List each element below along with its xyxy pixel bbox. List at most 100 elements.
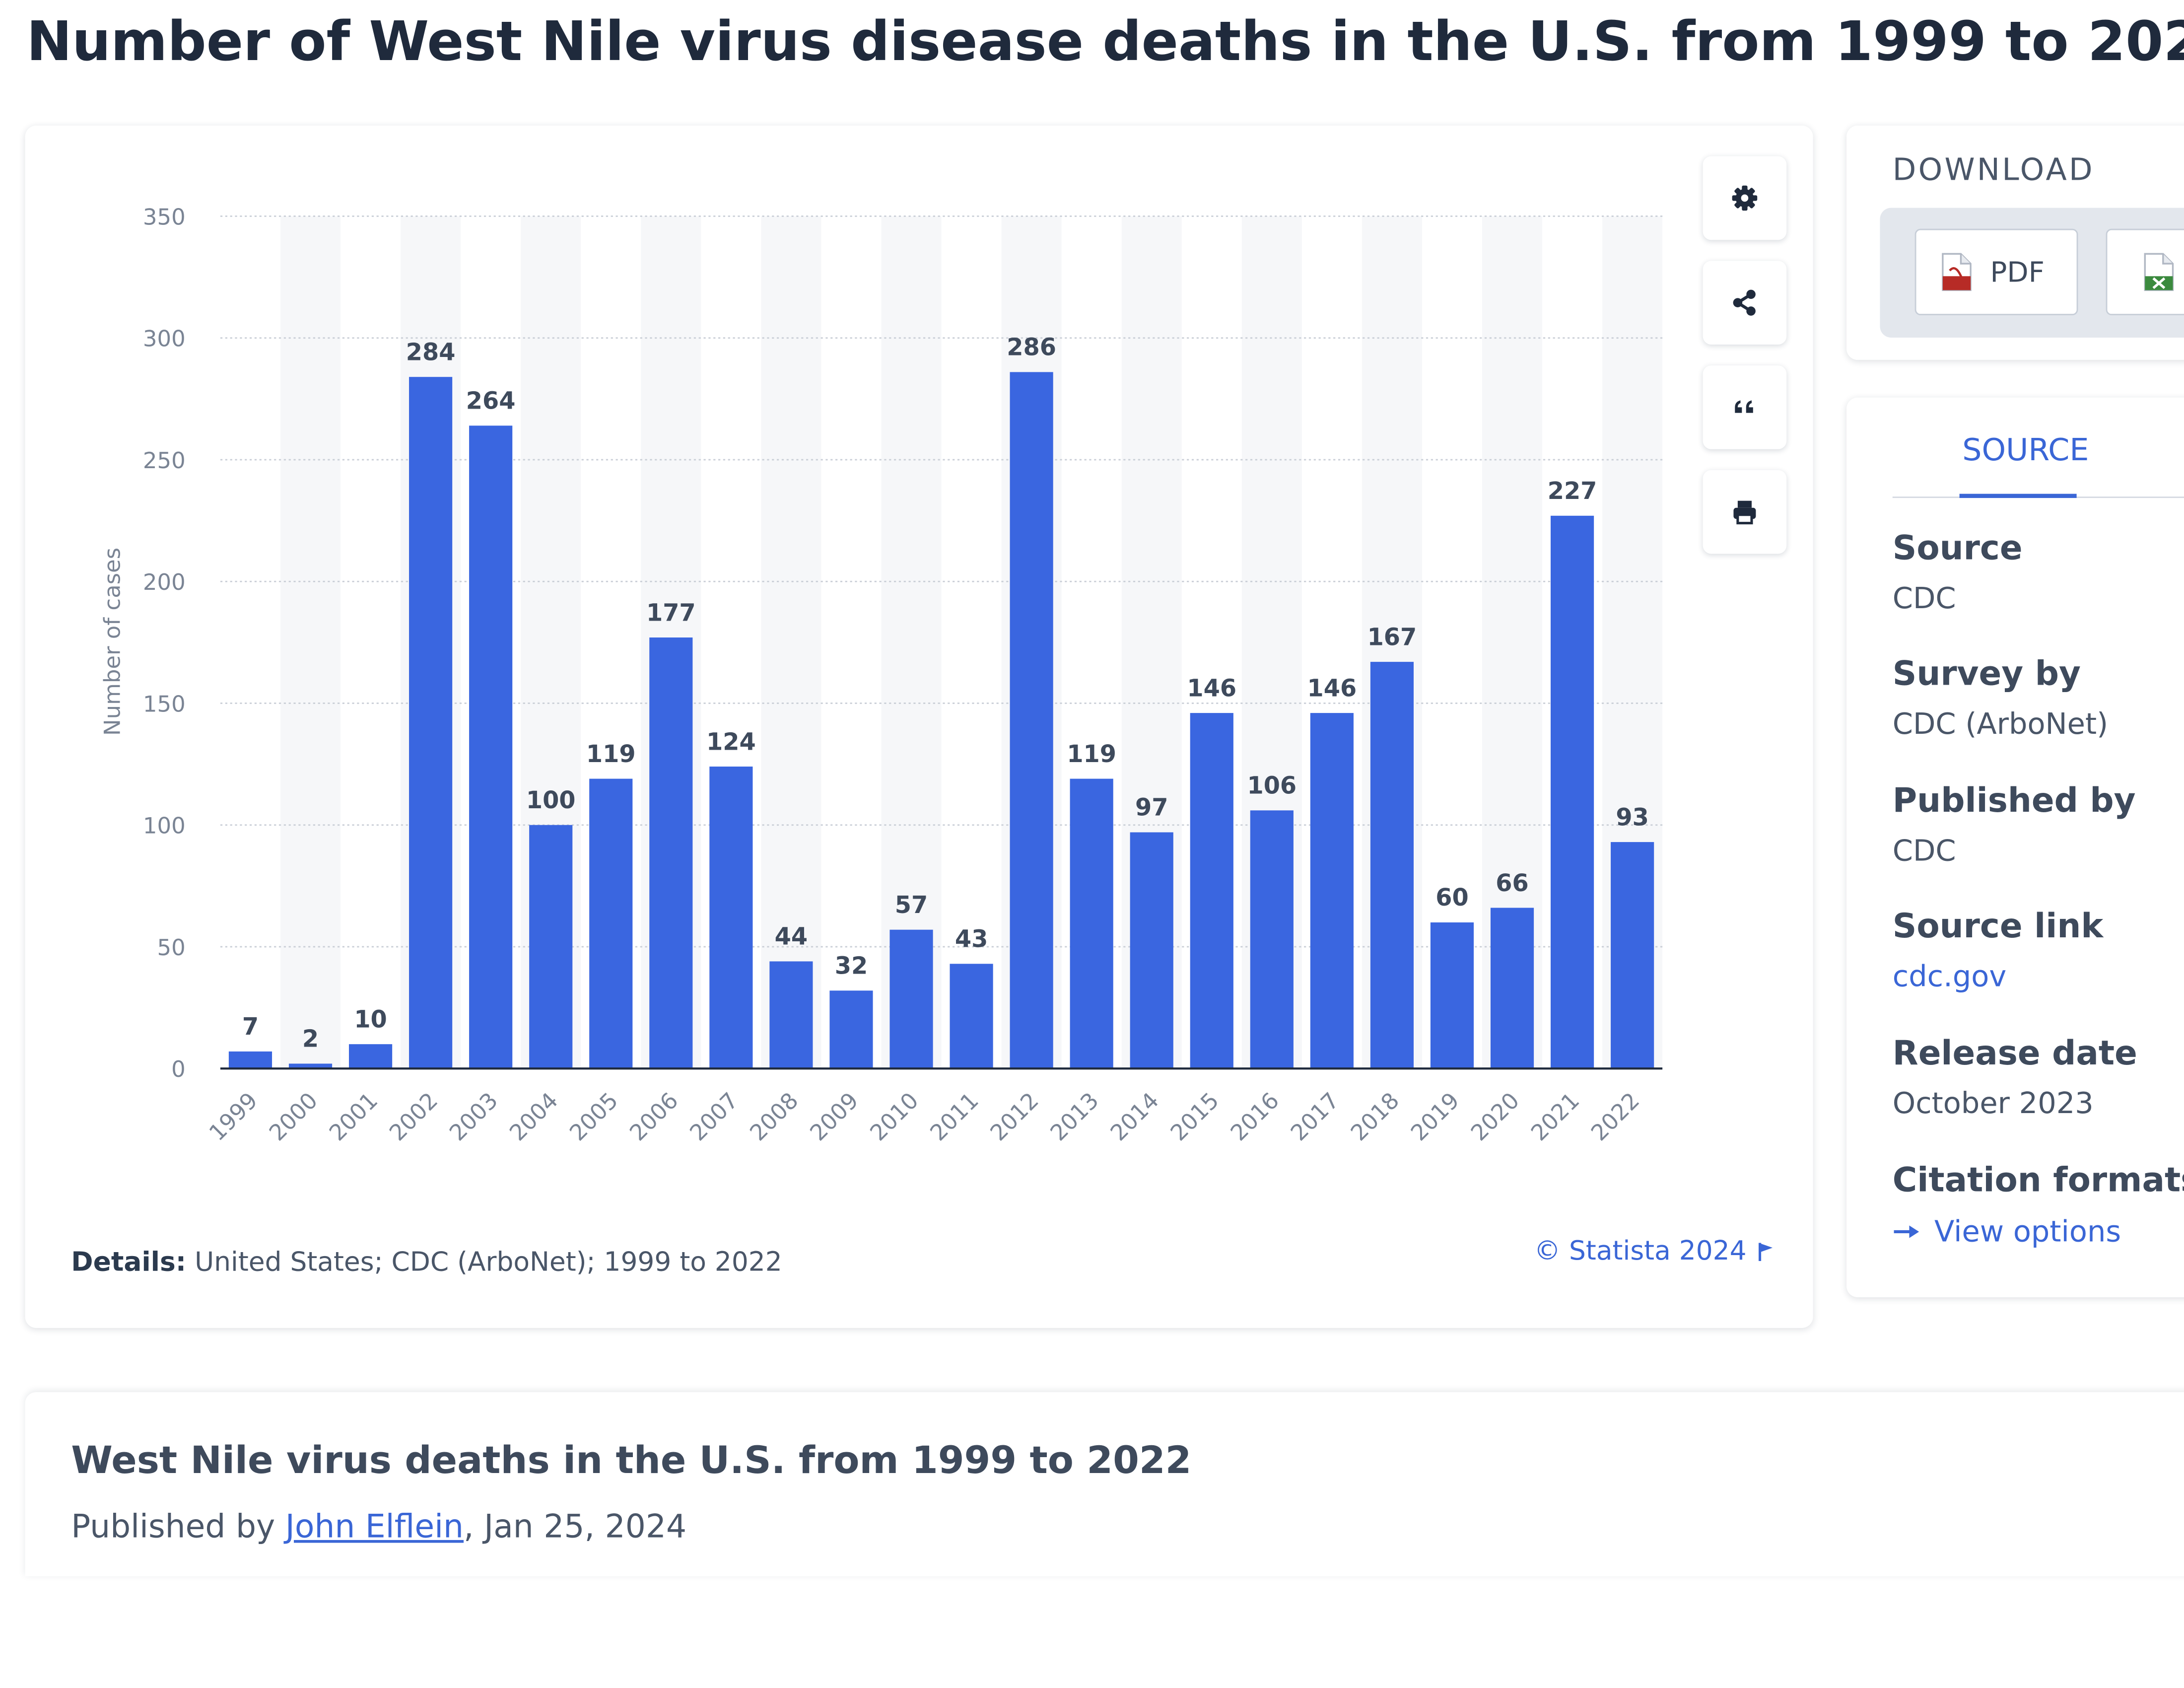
y-tick-label: 100 [143, 813, 186, 839]
survey-by-value: CDC (ArboNet) [1892, 707, 2109, 741]
published-by-value: CDC [1892, 834, 1956, 868]
data-label: 66 [1496, 870, 1528, 897]
x-tick-label: 2003 [444, 1087, 503, 1146]
data-label: 146 [1187, 675, 1236, 702]
bar [348, 1044, 393, 1069]
bar [889, 929, 933, 1069]
x-tick-label: 2005 [564, 1087, 623, 1146]
data-label: 167 [1367, 624, 1417, 651]
share-icon [1733, 289, 1756, 316]
y-tick-label: 300 [143, 326, 186, 352]
credit-text: © Statista 2024 [1534, 1236, 1747, 1267]
article-card: West Nile virus deaths in the U.S. from … [25, 1392, 2184, 1576]
bar [1551, 515, 1594, 1069]
details-text: United States; CDC (ArboNet); 1999 to 20… [195, 1247, 782, 1278]
view-options-link[interactable]: View options [1893, 1215, 2121, 1249]
bar [1070, 778, 1113, 1069]
data-label: 43 [955, 926, 988, 953]
bar [469, 425, 513, 1069]
data-label: 10 [354, 1006, 387, 1033]
x-tick-label: 2006 [624, 1087, 683, 1146]
chart-details: Details: United States; CDC (ArboNet); 1… [71, 1247, 782, 1278]
bar [769, 961, 813, 1069]
tab-source[interactable]: SOURCE [1962, 433, 2089, 469]
bar [950, 964, 993, 1069]
settings-button[interactable] [1703, 156, 1787, 240]
bar [1190, 713, 1233, 1069]
bar [589, 778, 633, 1069]
x-tick-label: 2015 [1165, 1087, 1224, 1146]
release-date-value: October 2023 [1892, 1086, 2094, 1121]
article-byline: Published by John Elflein, Jan 25, 2024 [71, 1509, 686, 1546]
data-label: 264 [466, 388, 516, 415]
citation-formats-label: Citation formats [1892, 1160, 2184, 1200]
author-link[interactable]: John Elflein [285, 1509, 464, 1546]
x-tick-label: 2010 [865, 1087, 923, 1146]
x-tick-label: 2021 [1526, 1087, 1584, 1146]
data-label: 177 [646, 599, 696, 627]
y-axis-title: Number of cases [99, 548, 126, 736]
x-tick-label: 2017 [1286, 1087, 1344, 1146]
print-button[interactable] [1703, 470, 1787, 554]
data-label: 60 [1435, 884, 1468, 912]
cite-button[interactable] [1703, 365, 1787, 449]
print-icon [1733, 500, 1756, 525]
data-label: 2 [302, 1026, 319, 1053]
pdf-file-icon [1942, 253, 1972, 291]
bar [288, 1063, 333, 1069]
pdf-download-button[interactable]: PDF [1914, 228, 2078, 315]
share-button[interactable] [1703, 261, 1787, 345]
y-tick-label: 350 [143, 204, 186, 230]
bar [1370, 662, 1414, 1069]
x-tick-label: 2022 [1586, 1087, 1644, 1146]
xls-download-button[interactable] [2106, 228, 2184, 315]
data-label: 100 [526, 787, 576, 814]
quote-icon [1735, 400, 1753, 413]
x-tick-label: 2013 [1045, 1087, 1103, 1146]
data-label: 227 [1548, 478, 1597, 505]
arrow-right-icon [1894, 1225, 1919, 1238]
data-label: 119 [1067, 741, 1116, 768]
active-tab-indicator [1959, 493, 2077, 498]
bar [1250, 810, 1294, 1069]
bar [1611, 842, 1654, 1069]
data-label: 32 [835, 953, 868, 980]
column-band [280, 216, 341, 1069]
publish-date: , Jan 25, 2024 [464, 1509, 687, 1546]
download-panel: DOWNLOAD PDF [1846, 125, 2184, 360]
x-tick-label: 2004 [504, 1087, 563, 1146]
bar [529, 825, 573, 1069]
bar [1430, 922, 1474, 1069]
y-tick-label: 50 [157, 934, 186, 961]
source-value: CDC [1892, 581, 1956, 616]
x-tick-label: 2009 [805, 1087, 863, 1146]
x-tick-label: 2000 [264, 1087, 323, 1146]
x-tick-label: 2019 [1406, 1087, 1464, 1146]
download-heading: DOWNLOAD [1892, 153, 2095, 189]
data-label: 124 [706, 728, 756, 756]
bar [649, 637, 693, 1069]
data-label: 286 [1007, 334, 1056, 361]
flag-icon [1759, 1243, 1774, 1261]
gear-icon [1732, 185, 1758, 211]
data-label: 106 [1247, 773, 1297, 800]
x-tick-label: 2008 [745, 1087, 803, 1146]
view-options-label: View options [1934, 1215, 2121, 1249]
source-link[interactable]: cdc.gov [1892, 960, 2007, 993]
source-link-label: Source link [1892, 907, 2104, 946]
column-band [761, 216, 821, 1069]
x-tick-label: 2002 [384, 1087, 443, 1146]
bar [409, 377, 453, 1069]
page-title: Number of West Nile virus disease deaths… [26, 11, 2184, 74]
statista-credit-link[interactable]: © Statista 2024 [1534, 1236, 1774, 1266]
data-label: 284 [406, 339, 456, 366]
data-label: 93 [1616, 804, 1648, 831]
bar [1010, 372, 1053, 1069]
published-by-prefix: Published by [71, 1509, 275, 1546]
data-label: 57 [895, 892, 928, 919]
y-tick-label: 250 [143, 447, 186, 474]
x-tick-label: 2020 [1466, 1087, 1524, 1146]
xls-file-icon [2144, 253, 2174, 291]
source-label: Source [1892, 528, 2023, 568]
